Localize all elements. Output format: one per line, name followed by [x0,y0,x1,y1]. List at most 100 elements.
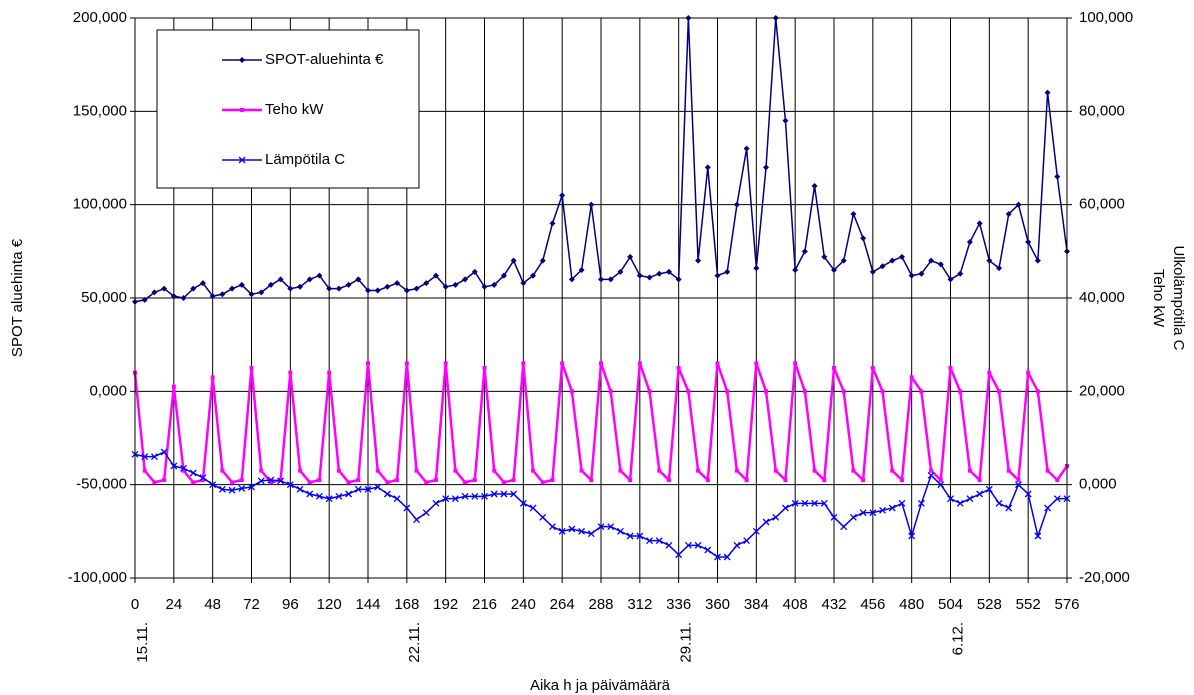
x-tick-label: 288 [588,596,613,613]
point [626,532,634,540]
point [908,532,916,540]
point [763,164,770,171]
point [297,283,304,290]
point [286,481,294,489]
point [958,389,963,394]
point [772,513,780,521]
point [860,235,867,242]
point [587,530,595,538]
y-axis-title: SPOT aluehinta € [9,238,26,357]
point [859,509,867,517]
point [150,453,158,461]
point [665,268,672,275]
point [879,506,887,514]
point [628,478,633,482]
point [724,268,731,275]
y2-tick-label: 20,000 [1079,382,1125,399]
legend-label: SPOT-aluehinta € [265,51,384,68]
point [442,495,450,503]
point [890,468,895,473]
point [684,541,692,549]
x-date-label: 15.11. [134,622,151,663]
point [375,468,380,473]
point [249,366,254,370]
point [268,480,273,485]
point [773,468,778,473]
point [597,523,605,531]
point [589,478,594,482]
point [481,283,488,290]
point [403,504,411,512]
point [414,468,419,473]
x-tick-label: 192 [433,596,458,613]
x-tick-label: 144 [355,596,380,613]
point [267,476,275,484]
point [869,268,876,275]
point [762,518,770,526]
point [395,478,400,482]
point [403,287,410,294]
point [432,272,439,279]
point [540,480,545,485]
point [296,485,304,493]
point [646,537,654,545]
point [335,492,343,500]
point [995,499,1003,507]
x-tick-label: 528 [977,596,1002,613]
point [258,289,265,296]
point [1044,504,1052,512]
point [783,478,788,482]
point [996,265,1003,272]
point [383,490,391,498]
y-tick-label: -50,000 [76,476,127,493]
point [462,276,469,283]
y2-tick-label: 40,000 [1079,289,1125,306]
point [870,366,875,370]
point [492,468,497,473]
point [325,495,333,503]
point [568,276,575,283]
point [1053,495,1061,503]
point [850,211,857,217]
point [849,513,857,521]
point [220,468,225,473]
point [618,468,623,473]
point [599,361,603,366]
x-tick-label: 480 [899,596,924,613]
point [568,525,576,533]
point [715,361,720,366]
point [598,276,604,283]
x-tick-label: 456 [860,596,885,613]
point [869,509,877,517]
point [967,468,972,473]
point [481,492,488,500]
point [238,484,246,492]
point [1045,468,1050,473]
point [1044,89,1051,96]
point [162,478,167,482]
point [636,532,644,540]
point [851,468,856,473]
point [616,527,624,535]
point [238,281,245,288]
point [433,478,438,482]
point [549,220,556,227]
point [1024,490,1032,498]
point [365,287,371,294]
x-tick-label: 504 [938,596,963,613]
point [840,523,848,531]
point [840,257,847,264]
point [676,366,681,370]
point [802,389,807,394]
point [617,268,624,275]
point [315,492,323,500]
x-date-label: 6.12. [949,622,966,655]
point [230,480,235,485]
point [248,291,255,298]
point [277,477,285,485]
point [257,477,265,485]
point [277,276,284,283]
point [482,366,487,370]
point [238,156,246,164]
point [422,509,430,517]
